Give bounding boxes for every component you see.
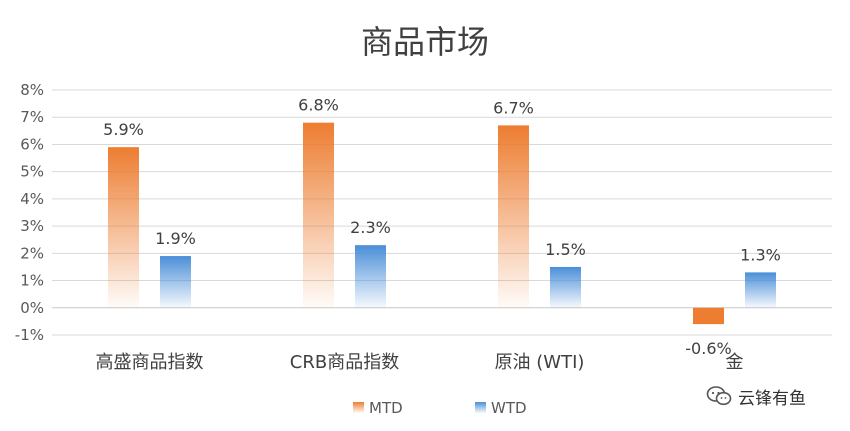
bar-wtd: [355, 245, 386, 308]
wechat-icon: [706, 386, 732, 406]
data-label: 1.9%: [155, 229, 196, 248]
data-label: 6.7%: [493, 98, 534, 117]
y-tick-label: 5%: [20, 163, 44, 181]
legend-label-mtd: MTD: [369, 399, 403, 417]
legend-swatch-mtd: [353, 402, 364, 413]
y-tick-label: 0%: [20, 299, 44, 317]
data-label: 5.9%: [103, 120, 144, 139]
bar-mtd: [498, 125, 529, 308]
y-tick-label: 6%: [20, 135, 44, 153]
data-label: 2.3%: [350, 218, 391, 237]
bar-mtd: [303, 122, 334, 308]
y-tick-label: 2%: [20, 244, 44, 262]
y-tick-label: 8%: [20, 81, 44, 99]
y-tick-label: 1%: [20, 272, 44, 290]
data-label: 1.3%: [740, 245, 781, 264]
data-label: 6.8%: [298, 96, 339, 115]
bar-mtd: [693, 307, 724, 325]
y-tick-label: 3%: [20, 217, 44, 235]
data-label: -0.6%: [685, 339, 731, 358]
x-tick-label: 高盛商品指数: [96, 352, 204, 373]
bar-mtd: [108, 147, 139, 308]
legend: MTD WTD: [353, 399, 527, 417]
legend-label-wtd: WTD: [491, 399, 527, 417]
y-axis: 8% 7% 6% 5% 4% 3% 2% 1% 0% -1%: [15, 81, 44, 344]
y-tick-label: 4%: [20, 190, 44, 208]
x-tick-label: 金: [726, 352, 744, 373]
chart-title: 商品市场: [361, 23, 489, 61]
watermark: 云锋有鱼: [706, 382, 806, 410]
legend-swatch-wtd: [475, 402, 486, 413]
x-tick-label: CRB商品指数: [290, 352, 399, 373]
watermark-text: 云锋有鱼: [738, 388, 806, 409]
y-tick-label: 7%: [20, 108, 44, 126]
data-label: 1.5%: [545, 240, 586, 259]
data-labels: 5.9% 1.9% 6.8% 2.3% 6.7% 1.5% -0.6% 1.3%: [103, 96, 781, 358]
bar-wtd: [160, 256, 191, 308]
bar-wtd: [550, 266, 581, 308]
gridlines: [52, 89, 832, 336]
x-tick-label: 原油 (WTI): [495, 352, 585, 373]
bar-wtd: [745, 272, 776, 308]
x-axis: 高盛商品指数 CRB商品指数 原油 (WTI) 金: [96, 352, 744, 373]
y-tick-label: -1%: [15, 326, 44, 344]
bars: [108, 122, 776, 325]
